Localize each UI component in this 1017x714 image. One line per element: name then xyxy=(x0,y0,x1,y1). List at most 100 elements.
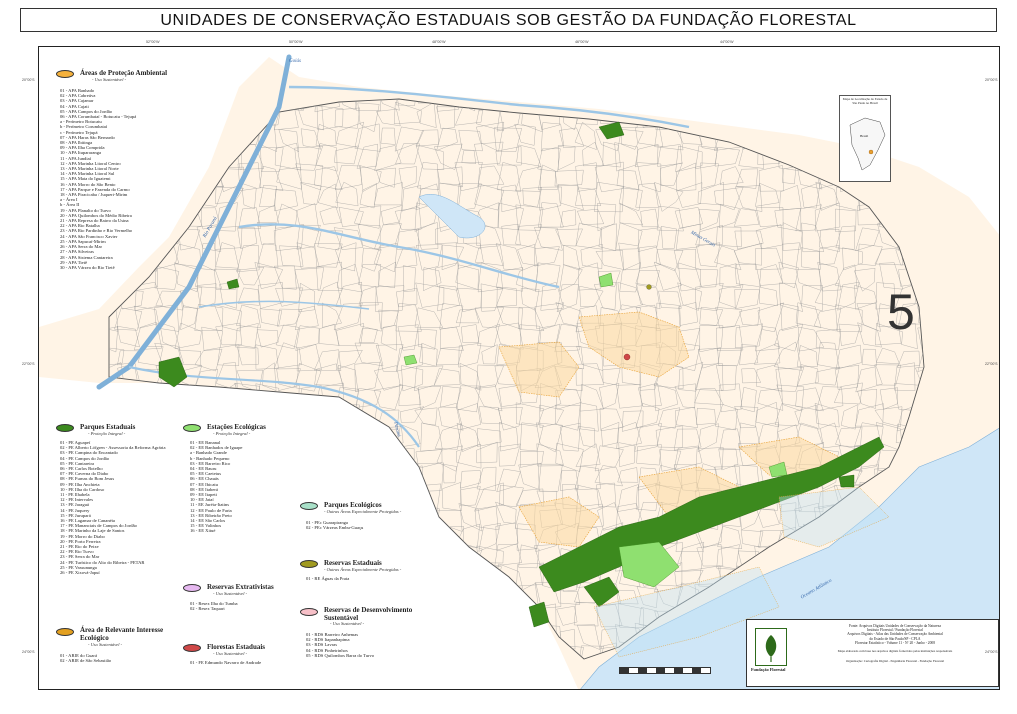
legend-item: 07 - EE Ibicatu xyxy=(190,481,218,487)
municipality xyxy=(154,266,180,290)
legend-item: 09 - EE Itapeti xyxy=(190,492,217,498)
municipality xyxy=(599,408,624,432)
legend-item: 05 - EE Caetetus xyxy=(190,471,221,477)
municipality xyxy=(375,285,405,312)
municipality xyxy=(236,266,265,286)
municipality xyxy=(196,283,217,309)
legend-item: 18 - APA Piracicaba / Juqueri-Mirim xyxy=(60,192,128,198)
municipality xyxy=(897,350,920,368)
legend-item: 12 - PE Intervales xyxy=(60,497,94,503)
label-goias: Goiás xyxy=(289,59,301,64)
municipality xyxy=(478,523,501,552)
municipality xyxy=(653,261,682,291)
municipality xyxy=(336,121,364,148)
municipality xyxy=(380,205,403,226)
legend-item: 10 - APA Itupararanga xyxy=(60,150,102,156)
legend-item: 01 - FE Edmundo Navarro de Andrade xyxy=(190,660,262,665)
municipality xyxy=(875,282,896,310)
municipality xyxy=(540,281,565,311)
municipality xyxy=(718,448,739,471)
municipality xyxy=(580,243,603,269)
municipality xyxy=(815,328,842,350)
municipality xyxy=(275,324,299,350)
municipality xyxy=(814,282,839,308)
legend-item: 01 - PE Aguapeí xyxy=(60,440,91,445)
legend-item: 25 - PE Vassununga xyxy=(60,564,97,570)
municipality xyxy=(474,307,504,328)
municipality xyxy=(373,182,403,206)
reserva-estadual-site xyxy=(646,284,652,290)
municipality xyxy=(874,364,902,386)
municipality xyxy=(617,467,639,483)
municipality xyxy=(354,342,384,367)
municipality xyxy=(794,404,820,430)
municipality xyxy=(700,162,719,189)
municipality xyxy=(779,282,804,312)
municipality xyxy=(354,361,381,392)
municipality xyxy=(476,466,497,491)
info-credit: Organização: Cartografia Digital - Engen… xyxy=(845,659,944,664)
municipality xyxy=(418,386,442,410)
municipality xyxy=(554,590,581,605)
municipality xyxy=(442,463,457,484)
municipality xyxy=(695,283,724,311)
municipality xyxy=(579,383,604,412)
municipality xyxy=(835,225,856,250)
municipality xyxy=(560,209,577,228)
municipality xyxy=(458,342,482,368)
legend-item: 08 - EE Itaberá xyxy=(190,486,218,492)
municipality xyxy=(834,365,860,390)
reservas-extrativistas-swatch xyxy=(183,584,201,592)
municipality xyxy=(678,362,704,392)
municipality xyxy=(755,401,779,428)
municipality xyxy=(359,165,382,192)
municipality xyxy=(801,222,825,252)
municipality xyxy=(757,302,785,332)
municipality xyxy=(879,262,904,290)
municipality xyxy=(396,343,423,372)
municipality xyxy=(776,384,805,412)
grid-label-right: 20°00'S xyxy=(985,78,998,82)
legend-item: 04 - PE Campos do Jordão xyxy=(60,455,110,461)
municipality xyxy=(678,302,698,326)
grid-label-right: 24°00'S xyxy=(985,650,998,654)
municipality xyxy=(300,182,322,205)
municipality xyxy=(755,247,784,270)
municipality xyxy=(616,422,642,449)
info-line: Arquivos Digitais - Atlas das Unidades d… xyxy=(847,632,943,637)
municipality xyxy=(782,166,797,185)
legend-item: 09 - APA Ilha Comprida xyxy=(60,145,105,151)
municipality xyxy=(801,182,821,209)
legend-re-list: 01 - RE Águas da Prata xyxy=(306,576,349,581)
municipality xyxy=(677,282,702,311)
legend-re-title: Reservas Estaduais xyxy=(324,559,382,567)
municipality xyxy=(660,226,677,249)
legend-arie-subtitle: - Uso Sustentável - xyxy=(88,642,123,647)
municipality xyxy=(574,122,597,150)
legend-item: 10 - PE Ilha do Cardoso xyxy=(60,486,105,492)
legend-item: 22 - PE Rio Turvo xyxy=(60,549,94,555)
municipality xyxy=(795,204,822,232)
legend-fe-subtitle: - Uso Sustentável - xyxy=(213,651,248,656)
municipality xyxy=(155,290,183,311)
legend-item: 02 - ARIE de São Sebastião xyxy=(60,658,112,664)
municipality xyxy=(214,268,241,290)
municipality xyxy=(477,428,502,447)
municipality xyxy=(774,403,803,427)
municipality xyxy=(555,443,584,472)
municipality xyxy=(314,243,343,268)
estacoes-ecologicas-swatch xyxy=(183,424,201,432)
municipality xyxy=(401,185,422,212)
municipality xyxy=(715,307,743,329)
municipality xyxy=(454,162,483,191)
municipality xyxy=(133,321,162,351)
municipality xyxy=(236,245,260,273)
legend-arie-title: Área de Relevante Interesse Ecológico xyxy=(80,626,164,642)
municipality xyxy=(254,262,283,289)
grid-label-top: 50°00'W xyxy=(289,40,303,44)
municipality xyxy=(415,222,439,250)
municipality xyxy=(457,403,481,430)
municipality xyxy=(436,346,464,366)
municipality xyxy=(398,166,417,189)
municipality xyxy=(358,327,378,343)
